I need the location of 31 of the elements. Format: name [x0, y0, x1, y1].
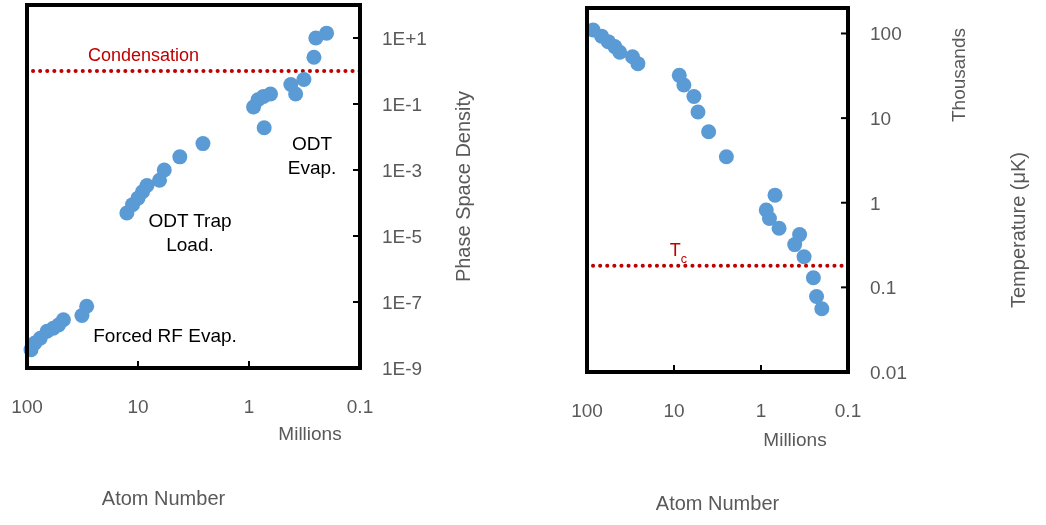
x-tick-label: 100 — [571, 400, 603, 421]
ref-line-label: Condensation — [88, 45, 200, 65]
y-tick-label: 1E+1 — [382, 28, 427, 49]
annotation: ODT Trap Load. — [148, 210, 232, 255]
annotation: Forced RF Evap. — [93, 325, 237, 346]
y-tick-label: 1E-7 — [382, 292, 423, 313]
y-tick-label: 1 — [870, 192, 881, 214]
text: Millions — [278, 423, 342, 444]
text: Millions — [763, 429, 827, 450]
ref-line-label: T$_{c}$ — [669, 239, 687, 266]
y-tick-label: 10 — [870, 108, 892, 130]
x-tick-label: 10 — [127, 396, 149, 417]
y-tick-label: 1E-1 — [382, 94, 423, 115]
x-axis-title: Atom Number — [101, 487, 226, 509]
y-tick-label: 100 — [870, 23, 902, 45]
y-tick-label: 1E-3 — [382, 160, 423, 181]
y-axis-title: Temperature (μK) — [1007, 151, 1029, 309]
y-tick-label: 1E-5 — [382, 226, 423, 247]
y-tick-label: 0.01 — [870, 362, 907, 383]
y-axis-title: Phase Space Density — [452, 90, 474, 283]
annotation: ODT Evap. — [287, 133, 337, 178]
x-tick-label: 1 — [243, 396, 255, 417]
y-tick-label: 1E-9 — [382, 358, 423, 379]
x-tick-label: 100 — [11, 396, 43, 417]
x-tick-label: 0.1 — [834, 400, 862, 421]
x-tick-label: 0.1 — [346, 396, 374, 417]
y-tick-label: 0.1 — [870, 277, 897, 299]
x-tick-label: 1 — [755, 400, 767, 421]
x-axis-title: Atom Number — [655, 492, 780, 514]
x-tick-label: 10 — [663, 400, 685, 421]
text: Thousands — [948, 27, 969, 123]
